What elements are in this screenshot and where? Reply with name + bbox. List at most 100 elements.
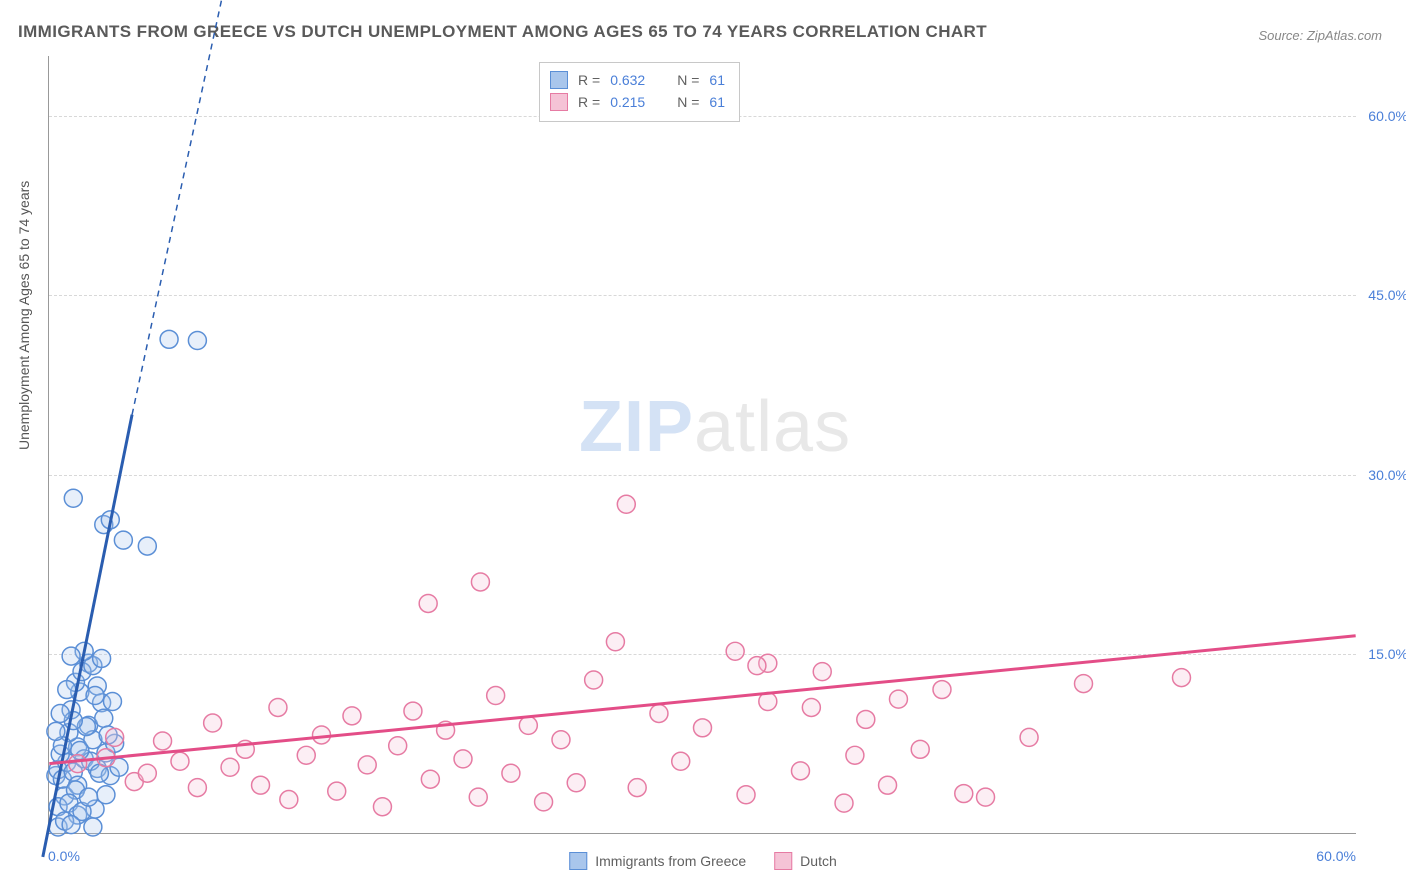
data-point-dutch [694,719,712,737]
data-point-dutch [567,774,585,792]
data-point-greece [138,537,156,555]
data-point-dutch [204,714,222,732]
data-point-dutch [502,764,520,782]
data-point-dutch [617,495,635,513]
data-point-greece [93,649,111,667]
data-point-greece [58,681,76,699]
data-point-dutch [857,710,875,728]
data-point-dutch [328,782,346,800]
data-point-dutch [911,740,929,758]
data-point-dutch [421,770,439,788]
data-point-dutch [358,756,376,774]
legend-n-label: N = [677,69,699,91]
source-attribution: Source: ZipAtlas.com [1258,28,1382,43]
data-point-dutch [977,788,995,806]
data-point-greece [51,704,69,722]
data-point-dutch [535,793,553,811]
legend-n-value-dutch: 61 [709,91,725,113]
correlation-legend: R = 0.632 N = 61 R = 0.215 N = 61 [539,62,740,122]
data-point-dutch [1075,675,1093,693]
chart-title: IMMIGRANTS FROM GREECE VS DUTCH UNEMPLOY… [18,22,987,42]
plot-svg [49,56,1356,833]
data-point-dutch [188,779,206,797]
data-point-dutch [835,794,853,812]
data-point-dutch [726,642,744,660]
series-legend-dutch: Dutch [774,852,837,870]
data-point-dutch [106,728,124,746]
data-point-dutch [138,764,156,782]
y-tick-label: 15.0% [1368,646,1406,662]
legend-swatch-dutch [550,93,568,111]
series-legend-greece: Immigrants from Greece [569,852,746,870]
x-tick-max: 60.0% [1316,848,1356,864]
data-point-dutch [373,798,391,816]
data-point-dutch [1020,728,1038,746]
data-point-dutch [650,704,668,722]
data-point-dutch [628,779,646,797]
data-point-dutch [889,690,907,708]
data-point-greece [86,687,104,705]
series-swatch-greece [569,852,587,870]
data-point-dutch [846,746,864,764]
series-label-greece: Immigrants from Greece [595,853,746,869]
data-point-dutch [252,776,270,794]
data-point-dutch [672,752,690,770]
data-point-greece [95,709,113,727]
trend-line-dutch [49,636,1355,764]
data-point-dutch [737,786,755,804]
legend-n-value-greece: 61 [709,69,725,91]
data-point-greece [47,722,65,740]
data-point-dutch [471,573,489,591]
data-point-dutch [69,755,87,773]
x-tick-min: 0.0% [48,848,80,864]
legend-swatch-greece [550,71,568,89]
y-axis-label: Unemployment Among Ages 65 to 74 years [16,181,32,450]
data-point-dutch [933,681,951,699]
plot-area: ZIPatlas R = 0.632 N = 61 R = 0.215 N = … [48,56,1356,834]
data-point-dutch [748,657,766,675]
legend-r-value-dutch: 0.215 [610,91,645,113]
legend-r-label: R = [578,69,600,91]
legend-row-greece: R = 0.632 N = 61 [550,69,725,91]
legend-r-value-greece: 0.632 [610,69,645,91]
data-point-dutch [419,594,437,612]
data-point-dutch [154,732,172,750]
legend-r-label: R = [578,91,600,113]
data-point-dutch [280,791,298,809]
data-point-greece [97,786,115,804]
data-point-greece [80,788,98,806]
y-tick-label: 30.0% [1368,467,1406,483]
data-point-dutch [487,687,505,705]
series-label-dutch: Dutch [800,853,837,869]
data-point-dutch [519,716,537,734]
data-point-dutch [297,746,315,764]
y-tick-label: 45.0% [1368,287,1406,303]
y-tick-label: 60.0% [1368,108,1406,124]
data-point-dutch [1172,669,1190,687]
data-point-dutch [389,737,407,755]
data-point-greece [114,531,132,549]
data-point-dutch [221,758,239,776]
data-point-dutch [552,731,570,749]
data-point-dutch [269,698,287,716]
data-point-dutch [171,752,189,770]
data-point-dutch [791,762,809,780]
data-point-greece [160,330,178,348]
series-swatch-dutch [774,852,792,870]
correlation-chart: IMMIGRANTS FROM GREECE VS DUTCH UNEMPLOY… [0,0,1406,892]
data-point-greece [103,693,121,711]
data-point-dutch [454,750,472,768]
trend-line-greece-extrapolated [132,0,300,415]
data-point-dutch [879,776,897,794]
series-legend: Immigrants from Greece Dutch [569,852,837,870]
data-point-greece [62,816,80,834]
data-point-greece [84,818,102,836]
data-point-greece [62,647,80,665]
data-point-dutch [469,788,487,806]
data-point-dutch [404,702,422,720]
data-point-dutch [585,671,603,689]
data-point-dutch [606,633,624,651]
data-point-greece [64,489,82,507]
legend-n-label: N = [677,91,699,113]
data-point-dutch [802,698,820,716]
